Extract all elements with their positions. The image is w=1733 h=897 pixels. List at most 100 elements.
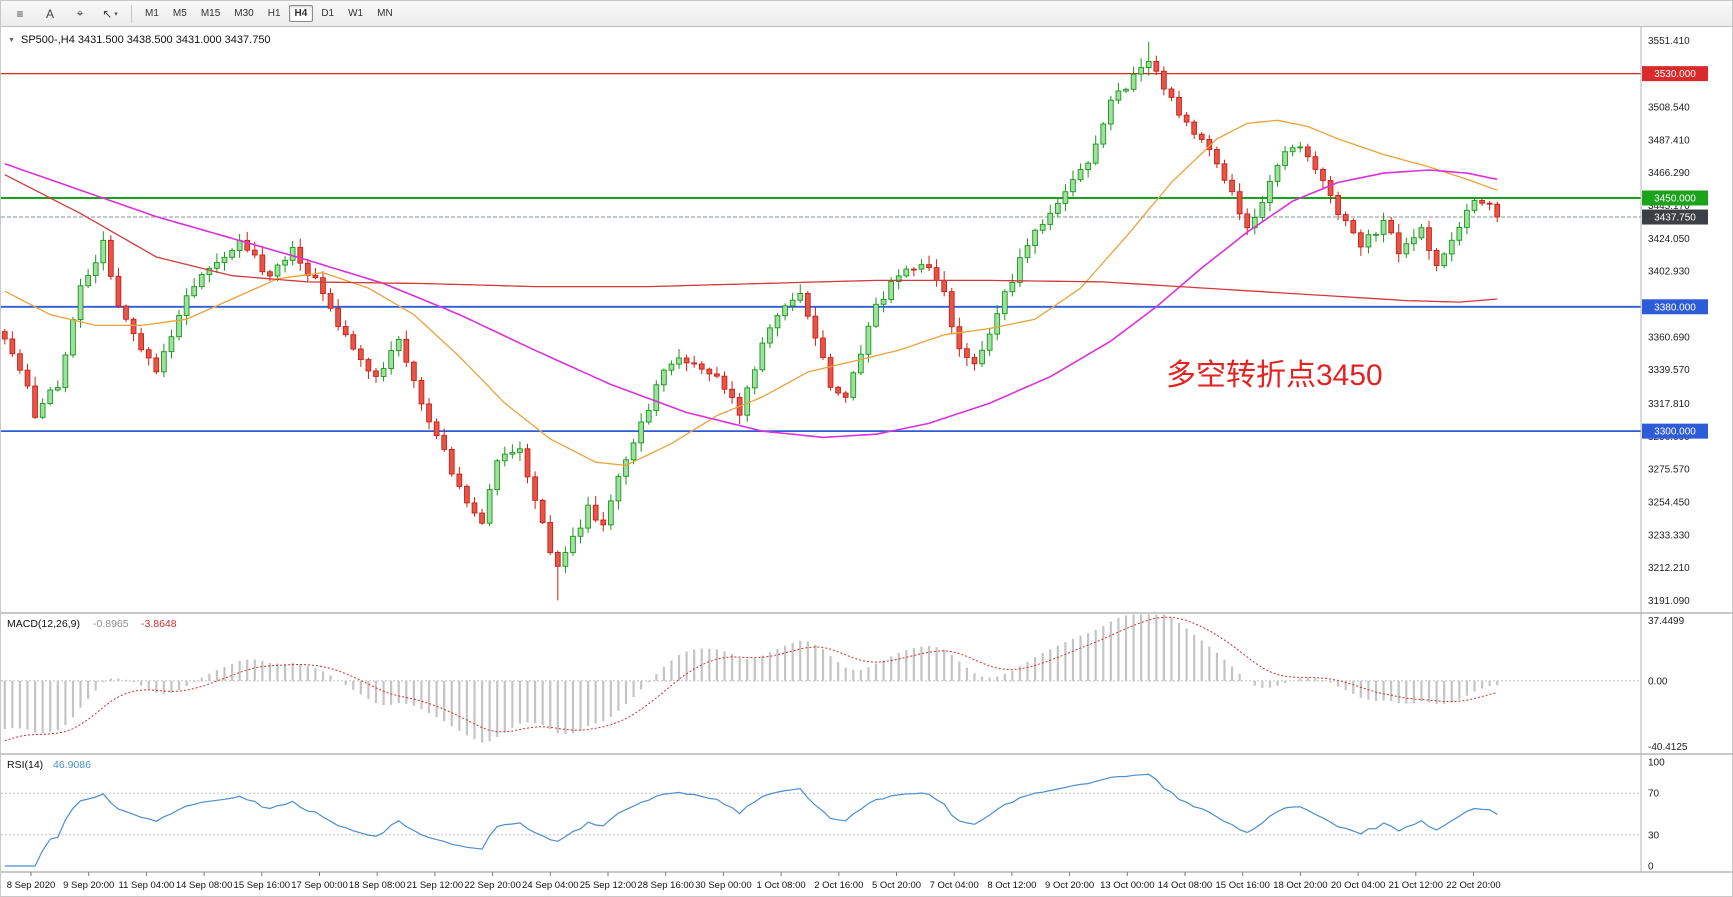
candle-body <box>214 262 220 269</box>
chart-canvas[interactable]: ▼ SP500-,H4 3431.500 3438.500 3431.000 3… <box>1 27 1733 897</box>
timeframe-button-mn[interactable]: MN <box>377 8 393 19</box>
candle-body <box>774 315 781 329</box>
candle-body <box>721 375 728 390</box>
rsi-axis-label: 0 <box>1648 862 1654 873</box>
candle-body <box>448 449 455 475</box>
candle-body <box>1039 223 1046 231</box>
candle-body <box>107 239 114 277</box>
candle-body <box>100 239 107 264</box>
candle-body <box>706 368 713 375</box>
candle-body <box>161 351 167 373</box>
time-axis-label: 15 Sep 16:00 <box>234 880 291 891</box>
candle-body <box>1085 162 1091 171</box>
candle-body <box>592 504 599 521</box>
time-axis-label: 14 Oct 08:00 <box>1158 880 1212 891</box>
timeframe-button-d1[interactable]: D1 <box>321 8 335 19</box>
text-tool-button[interactable]: A <box>45 6 54 21</box>
timeframe-button-w1[interactable]: W1 <box>348 8 364 19</box>
candle-body <box>365 359 372 372</box>
candle-body <box>607 500 614 526</box>
candle-body <box>335 307 341 327</box>
candle-body <box>1335 194 1341 215</box>
timeframe-button-group: M1 M5 M15 M30 H1 H4 D1 W1 MN <box>138 5 400 22</box>
macd-panel: 37.4499 0.00 -40.4125 MACD(12,26,9) -0.896… <box>1 614 1688 753</box>
candle-body <box>661 369 667 386</box>
candle-body <box>229 250 235 258</box>
timeframe-button-h4[interactable]: H4 <box>288 5 314 22</box>
candle-body <box>1 331 8 340</box>
cursor-tool-button[interactable]: ↖ ▾ <box>102 6 118 21</box>
candle-body <box>1161 70 1167 90</box>
horizontal-lines-layer <box>1 73 1641 433</box>
symbol-dropdown-icon[interactable]: ▼ <box>8 37 15 44</box>
price-level-box-label: 3380.000 <box>1654 302 1696 313</box>
candle-body <box>585 504 591 529</box>
timeframe-button-m15[interactable]: M15 <box>200 8 221 19</box>
time-axis-label: 18 Sep 08:00 <box>349 880 406 891</box>
candle-body <box>1350 220 1357 234</box>
candle-body <box>1153 61 1160 72</box>
candle-body <box>357 348 364 361</box>
candle-body <box>373 370 379 377</box>
rsi-axis-label: 70 <box>1648 789 1660 800</box>
time-axis-label: 18 Oct 20:00 <box>1273 880 1327 891</box>
ma-fast-orange <box>4 119 1498 466</box>
candle-body <box>115 275 122 307</box>
time-axis-label: 14 Sep 08:00 <box>176 880 233 891</box>
timeframe-button-h1[interactable]: H1 <box>267 8 281 19</box>
crosshair-tool-button[interactable]: ⌖ <box>76 6 84 20</box>
macd-signal-line <box>4 616 1498 742</box>
candle-body <box>1312 156 1319 170</box>
candle-body <box>1183 114 1190 123</box>
price-level-box <box>1642 423 1708 439</box>
timeframe-button-m5[interactable]: M5 <box>172 8 187 19</box>
price-axis[interactable]: 3551.4103530.2903508.5403487.4103466.290… <box>1642 36 1708 607</box>
candle-body <box>570 535 576 554</box>
candle-body <box>1411 237 1417 245</box>
candle-body <box>62 354 69 388</box>
time-axis-label: 8 Sep 2020 <box>7 880 56 891</box>
rsi-axis-label: 100 <box>1648 758 1665 769</box>
candle-body <box>767 327 773 344</box>
candle-body <box>1456 226 1463 241</box>
toolbar-tool-group: ≡ A ⌖ ↖ ▾ <box>5 3 125 25</box>
candle-body <box>54 386 61 391</box>
candle-body <box>403 338 410 363</box>
candle-body <box>77 285 84 320</box>
price-tick-label: 3212.210 <box>1648 563 1690 574</box>
candle-body <box>1024 245 1031 259</box>
indicators-list-button[interactable]: ≡ <box>16 6 24 21</box>
candle-body <box>911 268 917 271</box>
candle-body <box>418 380 425 405</box>
candle-body <box>1388 220 1395 234</box>
time-axis-label: 17 Sep 00:00 <box>291 880 348 891</box>
candle-body <box>1304 146 1311 158</box>
candle-body <box>1032 229 1038 247</box>
candle-body <box>1191 121 1198 135</box>
candle-body <box>1070 179 1076 193</box>
candle-body <box>1145 61 1152 69</box>
candle-body <box>714 373 720 377</box>
timeframe-button-m1[interactable]: M1 <box>145 8 159 19</box>
annotation-text[interactable]: 多空转折点3450 <box>1166 359 1383 392</box>
candle-body <box>198 274 205 288</box>
time-axis-label: 21 Oct 12:00 <box>1389 880 1443 891</box>
time-axis[interactable]: 8 Sep 2020 9 Sep 20:00 11 Sep 04:00 14 Sep … <box>7 872 1501 891</box>
candle-body <box>479 512 485 524</box>
candle-body <box>501 453 508 462</box>
candle-body <box>304 262 311 276</box>
candle-body <box>835 386 841 394</box>
candle-body <box>1017 257 1023 283</box>
candle-body <box>153 357 160 373</box>
candle-body <box>244 239 251 251</box>
candle-body <box>433 421 440 437</box>
candle-body <box>1054 202 1061 214</box>
price-tick-label: 3487.410 <box>1648 135 1690 146</box>
candle-body <box>698 363 705 370</box>
timeframe-button-m30[interactable]: M30 <box>234 8 254 19</box>
candle-body <box>865 325 872 355</box>
candle-body <box>183 295 190 316</box>
candle-body <box>259 254 266 273</box>
candle-body <box>388 350 395 370</box>
macd-axis-label: -40.4125 <box>1648 742 1688 753</box>
